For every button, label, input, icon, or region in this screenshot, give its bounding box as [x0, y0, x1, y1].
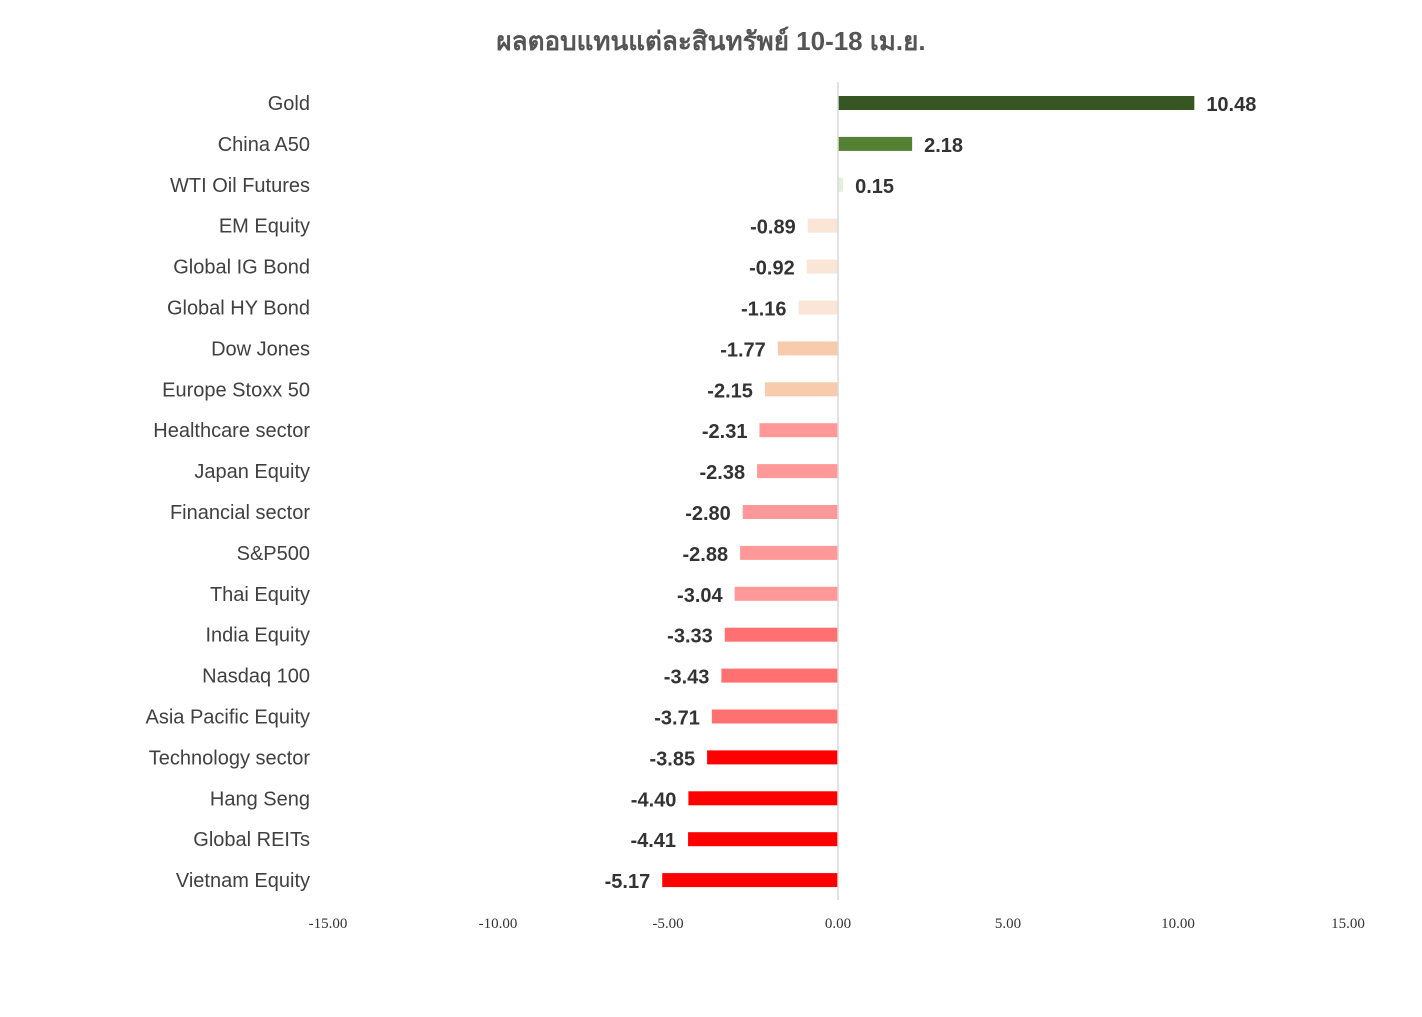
value-label-asia-pacific-equity: -3.71	[654, 708, 700, 730]
category-label-s-p500: S&P500	[237, 543, 310, 565]
x-tick-label: 0.00	[825, 916, 851, 932]
value-label-hang-seng: -4.40	[631, 789, 677, 811]
bar-healthcare-sector	[759, 423, 838, 438]
bar-global-reits	[688, 832, 838, 847]
bar-hang-seng	[688, 791, 838, 806]
x-tick-label: 5.00	[995, 916, 1021, 932]
bar-wti-oil-futures	[838, 177, 844, 192]
value-label-india-equity: -3.33	[667, 626, 713, 648]
bar-s-p500	[740, 545, 838, 560]
value-label-thai-equity: -3.04	[677, 585, 723, 607]
value-label-global-hy-bond: -1.16	[741, 299, 787, 321]
category-label-technology-sector: Technology sector	[149, 747, 311, 769]
value-label-vietnam-equity: -5.17	[605, 871, 651, 893]
value-label-global-reits: -4.41	[630, 830, 676, 852]
bar-thai-equity	[734, 586, 838, 601]
category-label-global-reits: Global REITs	[193, 829, 310, 851]
value-labels: 10.48 2.18 0.15 -0.89 -0.92 -1.16 -1.77 -2.15 -2…	[605, 94, 1257, 893]
category-label-gold: Gold	[268, 93, 310, 115]
bar-gold	[838, 96, 1195, 110]
bar-financial-sector	[742, 505, 838, 519]
bar-technology-sector	[707, 750, 838, 765]
category-label-japan-equity: Japan Equity	[194, 461, 310, 483]
value-label-technology-sector: -3.85	[650, 748, 696, 770]
category-label-india-equity: India Equity	[205, 625, 310, 647]
category-label-global-hy-bond: Global HY Bond	[167, 298, 310, 320]
x-tick-label: 10.00	[1161, 916, 1195, 932]
category-label-financial-sector: Financial sector	[170, 502, 310, 524]
category-label-dow-jones: Dow Jones	[211, 338, 310, 360]
value-label-em-equity: -0.89	[750, 217, 796, 239]
value-label-europe-stoxx-50: -2.15	[707, 380, 753, 402]
value-label-s-p500: -2.88	[682, 544, 728, 566]
value-label-healthcare-sector: -2.31	[702, 421, 748, 443]
category-label-em-equity: EM Equity	[219, 216, 310, 238]
value-label-gold: 10.48	[1206, 94, 1256, 116]
bar-em-equity	[807, 218, 838, 233]
category-label-asia-pacific-equity: Asia Pacific Equity	[145, 707, 310, 729]
category-label-china-a50: China A50	[218, 134, 310, 156]
category-label-hang-seng: Hang Seng	[210, 788, 310, 810]
category-label-thai-equity: Thai Equity	[210, 584, 310, 606]
value-label-nasdaq-100: -3.43	[664, 667, 710, 689]
bar-china-a50	[838, 136, 913, 151]
x-axis-tick-labels: -15.00 -10.00 -5.00 0.00 5.00 10.00 15.00	[309, 916, 1365, 932]
bar-japan-equity	[757, 464, 838, 479]
value-label-global-ig-bond: -0.92	[749, 258, 795, 280]
bar-nasdaq-100	[721, 668, 838, 683]
bar-asia-pacific-equity	[711, 709, 838, 724]
value-label-financial-sector: -2.80	[685, 503, 731, 525]
x-tick-label: -5.00	[652, 916, 683, 932]
category-label-healthcare-sector: Healthcare sector	[153, 420, 310, 442]
bar-vietnam-equity	[662, 873, 838, 888]
bar-global-hy-bond	[798, 300, 838, 315]
x-tick-label: 15.00	[1331, 916, 1365, 932]
bar-dow-jones	[777, 341, 838, 356]
x-tick-label: -15.00	[309, 916, 348, 932]
bar-global-ig-bond	[806, 259, 838, 274]
value-label-dow-jones: -1.77	[720, 339, 766, 361]
value-label-wti-oil-futures: 0.15	[855, 176, 894, 198]
category-label-nasdaq-100: Nasdaq 100	[202, 666, 310, 688]
category-label-vietnam-equity: Vietnam Equity	[176, 870, 310, 892]
category-labels: Gold China A50 WTI Oil Futures EM Equity Glo…	[145, 93, 310, 892]
bar-india-equity	[724, 627, 838, 642]
bar-europe-stoxx-50	[764, 382, 838, 397]
category-label-europe-stoxx-50: Europe Stoxx 50	[162, 379, 310, 401]
category-label-global-ig-bond: Global IG Bond	[173, 257, 310, 279]
chart-title: ผลตอบแทนแต่ละสินทรัพย์ 10-18 เม.ย.	[496, 26, 925, 56]
value-label-china-a50: 2.18	[924, 135, 963, 157]
bars-layer	[662, 96, 1195, 888]
category-label-wti-oil-futures: WTI Oil Futures	[170, 175, 310, 197]
x-tick-label: -10.00	[479, 916, 518, 932]
value-label-japan-equity: -2.38	[699, 462, 745, 484]
